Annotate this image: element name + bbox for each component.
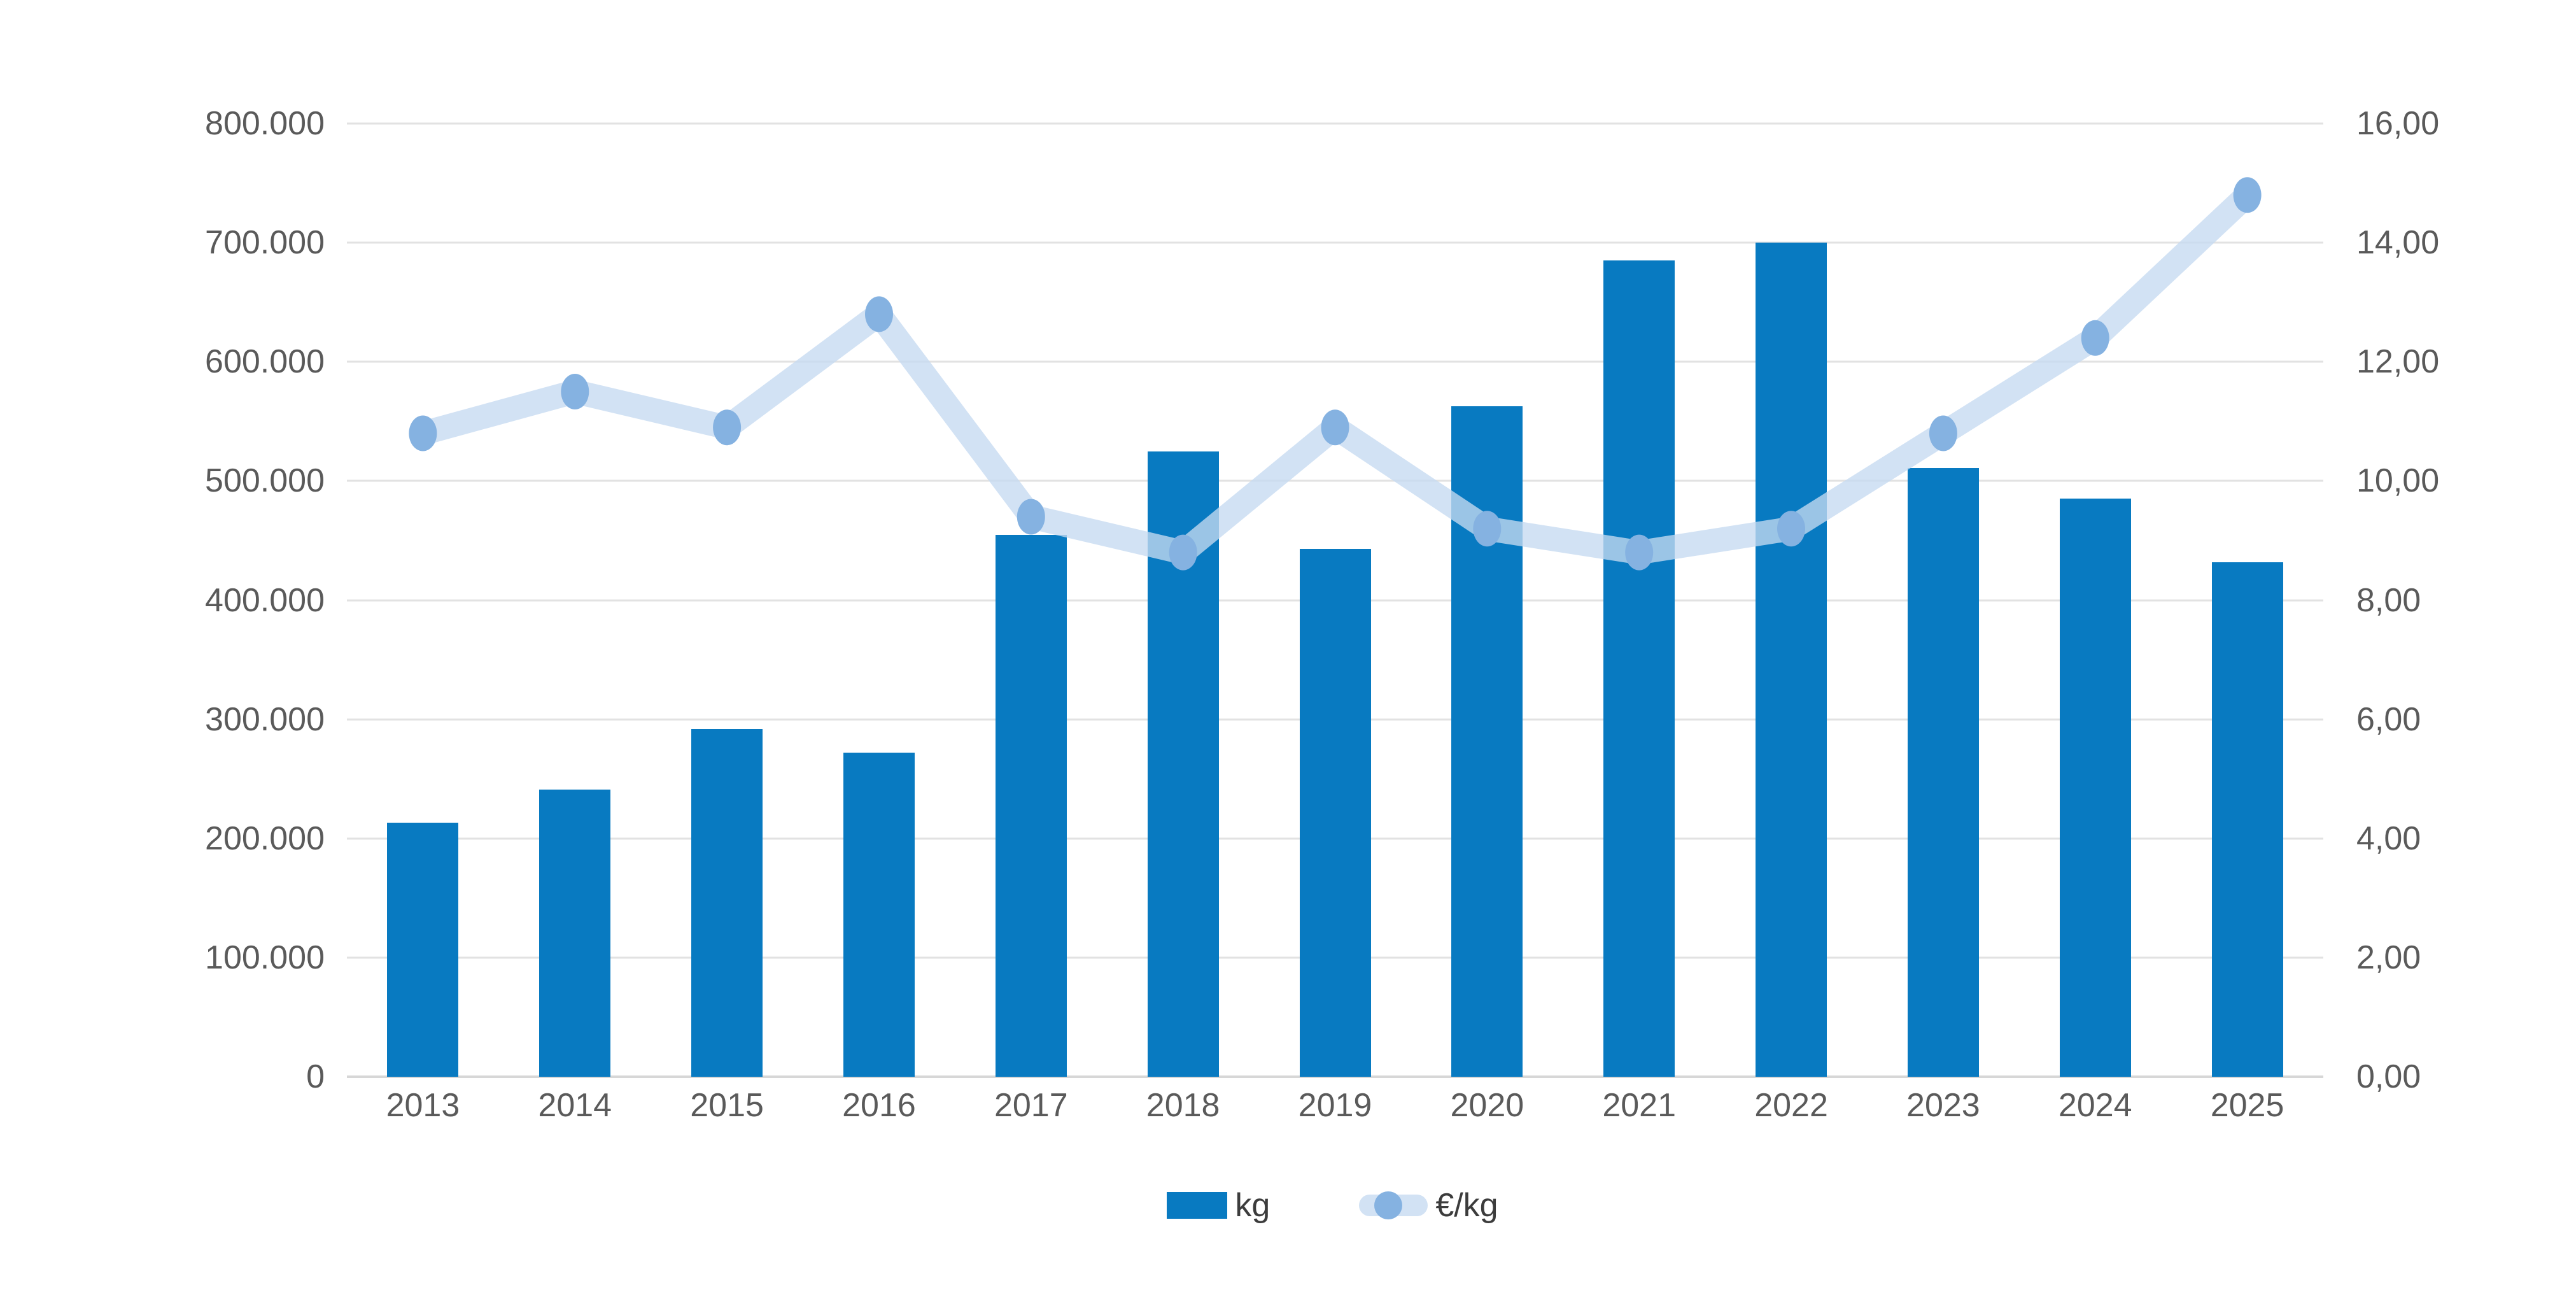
line-layer: [409, 177, 2262, 571]
plot-area: [347, 122, 2323, 1078]
line-point-2025[interactable]: [2233, 177, 2262, 213]
line-point-2020[interactable]: [1473, 511, 1502, 547]
bar-2015[interactable]: [691, 728, 763, 1077]
x-axis-label-2024: 2024: [2058, 1087, 2132, 1124]
line-point-2022[interactable]: [1777, 511, 1805, 547]
x-axis-label-2015: 2015: [690, 1087, 764, 1124]
axis-baseline: [347, 1075, 2323, 1078]
bars-layer: [347, 124, 2323, 1077]
legend-item-kg[interactable]: kg: [1167, 1186, 1270, 1224]
bar-2024[interactable]: [2059, 499, 2131, 1077]
right-axis-tick: 4,00: [2356, 820, 2421, 857]
kg-series-swatch-icon: [1167, 1192, 1228, 1219]
x-axis-label-2016: 2016: [842, 1087, 916, 1124]
gridline: [347, 360, 2323, 363]
bar-2021[interactable]: [1603, 260, 1675, 1077]
bar-2017[interactable]: [995, 534, 1067, 1077]
right-axis-tick: 16,00: [2356, 105, 2440, 142]
line-point-2014[interactable]: [561, 374, 589, 409]
line-point-2019[interactable]: [1321, 409, 1349, 446]
line-point-2015[interactable]: [713, 409, 742, 446]
line-point-2024[interactable]: [2081, 320, 2109, 356]
right-axis-tick: 12,00: [2356, 343, 2440, 381]
x-axis-label-2014: 2014: [538, 1087, 612, 1124]
left-axis-tick: 300.000: [205, 700, 325, 738]
left-axis-tick: 600.000: [205, 343, 325, 381]
x-axis-label-2023: 2023: [1906, 1087, 1980, 1124]
right-axis-tick: 0,00: [2356, 1058, 2421, 1095]
right-axis-tick: 10,00: [2356, 462, 2440, 500]
line-point-icon: [1374, 1191, 1402, 1219]
line-point-2013[interactable]: [409, 415, 437, 451]
x-axis-label-2020: 2020: [1450, 1087, 1524, 1124]
gridline: [347, 122, 2323, 125]
bar-2025[interactable]: [2211, 562, 2283, 1077]
left-axis-tick: 500.000: [205, 462, 325, 500]
x-axis-label-2018: 2018: [1146, 1087, 1220, 1124]
gridline: [347, 479, 2323, 482]
x-axis-label-2025: 2025: [2210, 1087, 2284, 1124]
bar-2023[interactable]: [1907, 467, 1979, 1077]
eur-per-kg-line: [411, 183, 2260, 565]
x-axis-label-2013: 2013: [386, 1087, 460, 1124]
left-axis-tick: 200.000: [205, 820, 325, 857]
bar-2014[interactable]: [539, 790, 611, 1077]
line-point-2023[interactable]: [1929, 415, 1957, 451]
legend-label-kg: kg: [1235, 1187, 1270, 1224]
legend: kg €/kg: [45, 1183, 2576, 1228]
left-axis-tick: 800.000: [205, 105, 325, 142]
right-axis-tick: 6,00: [2356, 700, 2421, 738]
x-axis: 2013 2014 2015 2016 2017 2018 2019 2020 2021 2022…: [347, 1086, 2323, 1125]
eur-per-kg-series-swatch-icon: [1359, 1191, 1428, 1219]
bar-2019[interactable]: [1299, 549, 1371, 1077]
right-axis-tick: 14,00: [2356, 224, 2440, 262]
left-axis-tick: 700.000: [205, 224, 325, 262]
legend-label-eur-per-kg: €/kg: [1435, 1187, 1498, 1224]
x-axis-label-2022: 2022: [1754, 1087, 1828, 1124]
line-point-2016[interactable]: [865, 296, 893, 332]
bar-2013[interactable]: [387, 823, 459, 1077]
left-axis-tick: 400.000: [205, 581, 325, 619]
x-axis-label-2017: 2017: [994, 1087, 1068, 1124]
gridline: [347, 241, 2323, 244]
line-point-2021[interactable]: [1625, 534, 1654, 571]
x-axis-label-2021: 2021: [1602, 1087, 1677, 1124]
right-axis: 16,00 14,00 12,00 10,00 8,00 6,00 4,00 2,00 0,00: [2356, 107, 2573, 1093]
x-axis-label-2019: 2019: [1298, 1087, 1372, 1124]
left-axis-tick: 0: [306, 1058, 325, 1095]
left-axis-tick: 100.000: [205, 939, 325, 976]
bar-2022[interactable]: [1756, 243, 1827, 1077]
right-axis-tick: 8,00: [2356, 581, 2421, 619]
bar-2016[interactable]: [843, 753, 915, 1077]
right-axis-tick: 2,00: [2356, 939, 2421, 976]
line-point-2018[interactable]: [1169, 534, 1197, 571]
left-axis: 800.000 700.000 600.000 500.000 400.000 300.0…: [0, 107, 325, 1093]
line-point-2017[interactable]: [1017, 499, 1045, 535]
legend-item-eur-per-kg[interactable]: €/kg: [1359, 1186, 1498, 1224]
